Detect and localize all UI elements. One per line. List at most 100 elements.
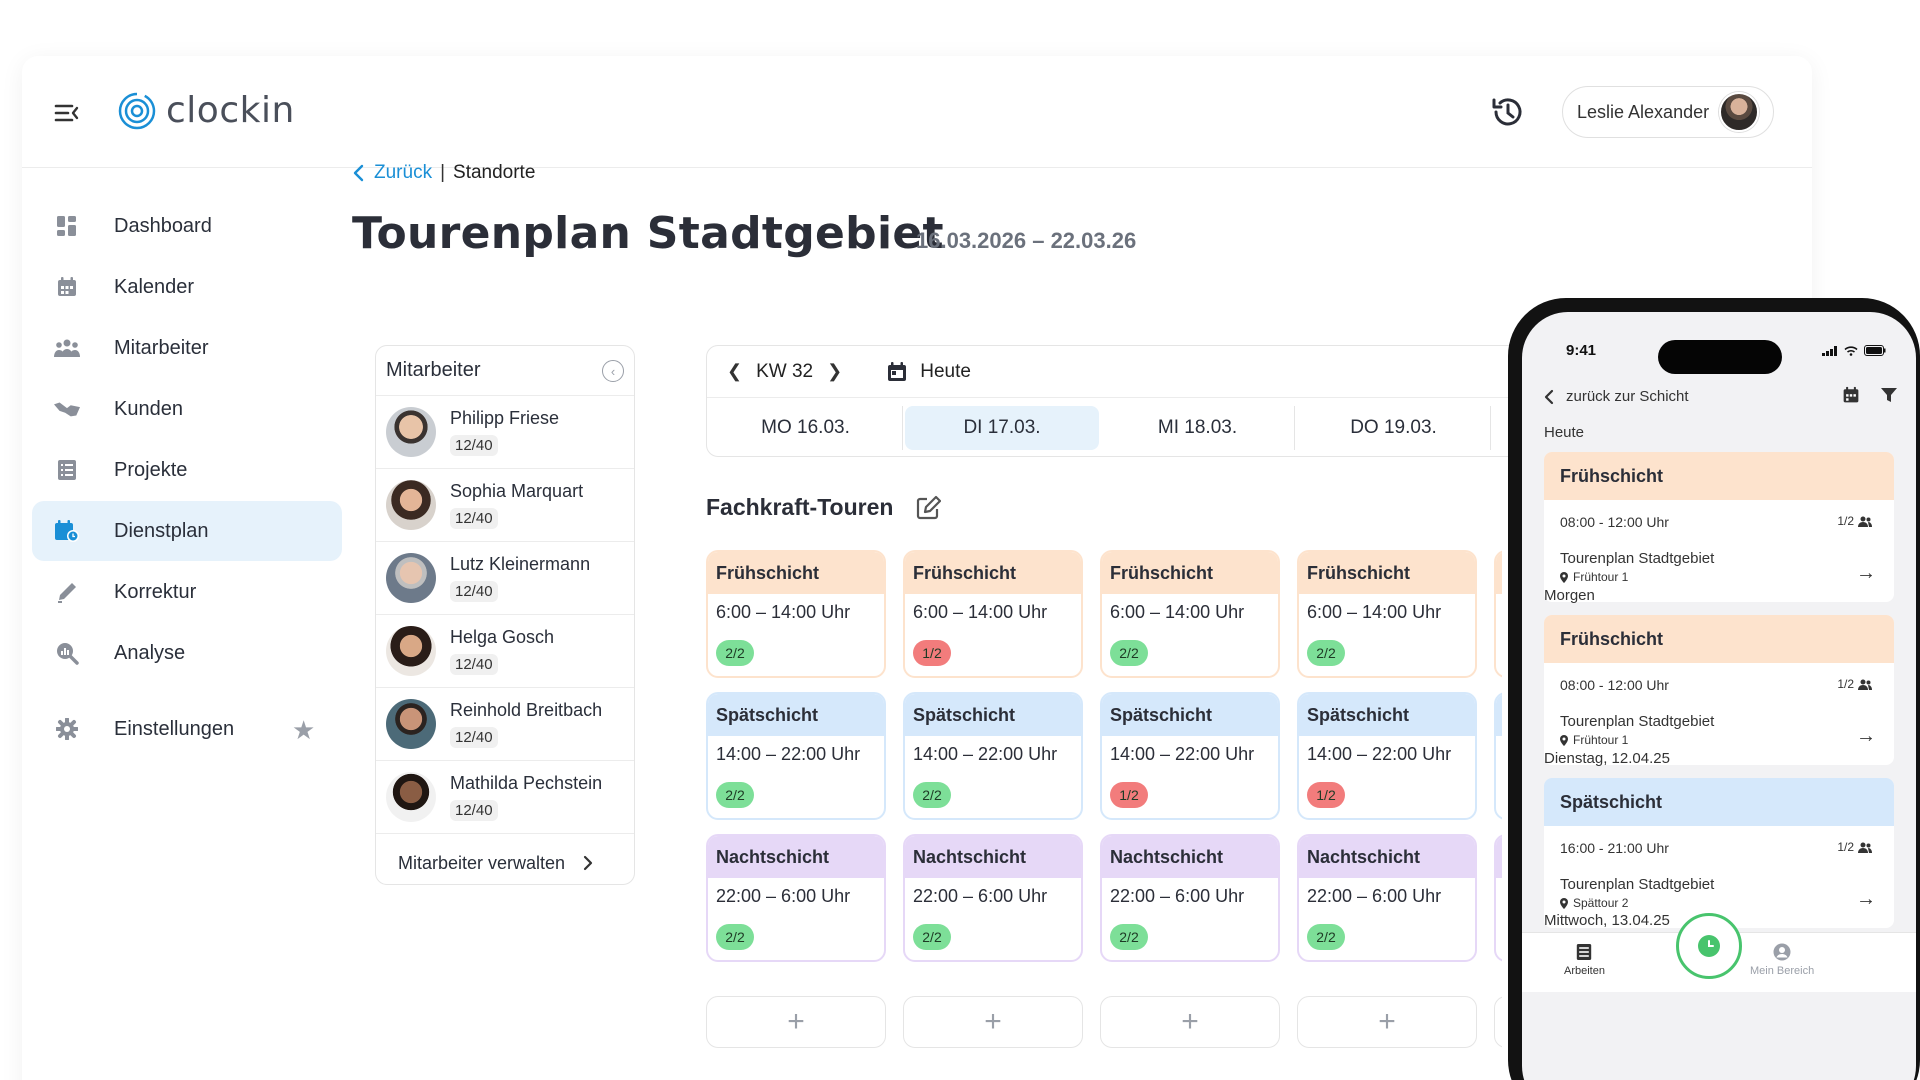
chevron-right-icon[interactable]: ❯ xyxy=(827,361,843,381)
employee-name: Reinhold Breitbach xyxy=(450,700,603,720)
employee-row[interactable]: Lutz Kleinermann 12/40 xyxy=(376,542,634,615)
shift-card[interactable]: Nachtschicht 22:00 – 6:00 Uhr 2/2 xyxy=(1100,834,1280,962)
staffing-badge: 2/2 xyxy=(1110,640,1148,666)
sidebar-item-mitarbeiter[interactable]: Mitarbeiter xyxy=(32,318,342,378)
shift-label-partial: S xyxy=(1496,694,1502,736)
phone-mockup: 9:41 zurück zur Schicht Heute Frühschich… xyxy=(1508,298,1920,1080)
shift-card[interactable]: Spätschicht 14:00 – 22:00 Uhr 1/2 xyxy=(1297,692,1477,820)
shift-card[interactable]: Spätschicht 14:00 – 22:00 Uhr 1/2 xyxy=(1100,692,1280,820)
shift-label-partial: F xyxy=(1496,552,1502,594)
phone-shift-card[interactable]: Frühschicht 08:00 - 12:00 Uhr 1/2 Touren… xyxy=(1544,615,1894,765)
tab-arbeiten[interactable]: Arbeiten xyxy=(1564,943,1605,977)
sidebar-item-dashboard[interactable]: Dashboard xyxy=(32,196,342,256)
date-range: 16.03.2026 – 22.03.26 xyxy=(916,228,1137,253)
breadcrumb: Zurück | Standorte xyxy=(352,162,535,184)
sidebar-item-dienstplan[interactable]: Dienstplan xyxy=(32,501,342,561)
shift-card[interactable]: Nachtschicht 22:00 – 6:00 Uhr 2/2 xyxy=(903,834,1083,962)
shift-card[interactable]: Nachtschicht 22:00 – 6:00 Uhr 2/2 xyxy=(1297,834,1477,962)
chevron-right-icon xyxy=(583,855,593,871)
day-column-di[interactable]: DI 17.03. xyxy=(905,406,1099,450)
shift-card[interactable]: Frühschicht 6:00 – 14:00 Uhr 2/2 xyxy=(1100,550,1280,678)
history-icon[interactable] xyxy=(1488,92,1528,132)
chevron-left-icon xyxy=(353,164,364,182)
sidebar-item-projekte[interactable]: Projekte xyxy=(32,440,342,500)
collapse-icon[interactable]: ‹ xyxy=(602,360,624,382)
phone-shift-count: 1/2 xyxy=(1837,840,1872,854)
employee-row[interactable]: Sophia Marquart 12/40 xyxy=(376,469,634,542)
shift-card[interactable]: N2 xyxy=(1494,834,1502,962)
shift-label: Spätschicht xyxy=(1299,694,1475,736)
day-column-do[interactable]: DO 19.03. xyxy=(1297,406,1491,450)
arrow-right-icon[interactable]: → xyxy=(1856,725,1876,747)
phone-shift-card[interactable]: Frühschicht 08:00 - 12:00 Uhr 1/2 Touren… xyxy=(1544,452,1894,602)
phone-shift-time: 16:00 - 21:00 Uhr xyxy=(1560,840,1669,856)
shift-time: 6:00 – 14:00 Uhr xyxy=(1110,602,1245,622)
signal-icon xyxy=(1822,345,1837,356)
staffing-badge: 1/2 xyxy=(1307,782,1345,808)
phone-toolbar xyxy=(1842,386,1898,404)
logo[interactable]: clockin xyxy=(118,90,295,131)
employee-row[interactable]: Philipp Friese 12/40 xyxy=(376,396,634,469)
clock-button[interactable] xyxy=(1676,913,1742,979)
day-column-mi[interactable]: MI 18.03. xyxy=(1101,406,1295,450)
phone-shift-location: Tourenplan Stadtgebiet xyxy=(1560,550,1715,567)
employee-name: Helga Gosch xyxy=(450,627,555,647)
shift-card[interactable]: F6 xyxy=(1494,550,1502,678)
employee-row[interactable]: Reinhold Breitbach 12/40 xyxy=(376,688,634,761)
star-icon[interactable]: ★ xyxy=(292,715,316,745)
arrow-right-icon[interactable]: → xyxy=(1856,888,1876,910)
shift-card[interactable]: Spätschicht 14:00 – 22:00 Uhr 2/2 xyxy=(706,692,886,820)
shift-time: 14:00 – 22:00 Uhr xyxy=(1307,744,1452,764)
manage-employees-link[interactable]: Mitarbeiter verwalten xyxy=(376,834,634,892)
phone-shift-label: Frühschicht xyxy=(1544,452,1894,500)
group-label: Mittwoch, 13.04.25 xyxy=(1544,912,1670,929)
day-column-mo[interactable]: MO 16.03. xyxy=(709,406,903,450)
sidebar-item-analyse[interactable]: Analyse xyxy=(32,623,342,683)
phone-back-link[interactable]: zurück zur Schicht xyxy=(1544,388,1689,405)
shift-card[interactable]: Spätschicht 14:00 – 22:00 Uhr 2/2 xyxy=(903,692,1083,820)
employee-row[interactable]: Mathilda Pechstein 12/40 xyxy=(376,761,634,834)
back-link[interactable]: Zurück xyxy=(352,162,432,184)
edit-icon[interactable] xyxy=(915,495,942,521)
filter-icon[interactable] xyxy=(1880,386,1898,404)
sidebar-item-kunden[interactable]: Kunden xyxy=(32,379,342,439)
phone-shift-time: 08:00 - 12:00 Uhr xyxy=(1560,677,1669,693)
add-shift-button[interactable]: + xyxy=(1100,996,1280,1048)
phone-shift-count: 1/2 xyxy=(1837,677,1872,691)
shift-card[interactable]: Nachtschicht 22:00 – 6:00 Uhr 2/2 xyxy=(706,834,886,962)
tab-mein-bereich[interactable]: Mein Bereich xyxy=(1750,943,1814,977)
employee-panel-title: Mitarbeiter xyxy=(386,359,481,381)
add-shift-button[interactable]: + xyxy=(1297,996,1477,1048)
breadcrumb-current[interactable]: Standorte xyxy=(453,162,536,183)
shift-card[interactable]: Frühschicht 6:00 – 14:00 Uhr 1/2 xyxy=(903,550,1083,678)
add-shift-button[interactable]: + xyxy=(903,996,1083,1048)
staffing-badge: 2/2 xyxy=(913,924,951,950)
sidebar-item-korrektur[interactable]: Korrektur xyxy=(32,562,342,622)
shift-card[interactable]: S 14 xyxy=(1494,692,1502,820)
group-label: Heute xyxy=(1544,424,1585,441)
shift-time: 6:00 – 14:00 Uhr xyxy=(913,602,1048,622)
calendar-icon xyxy=(888,361,907,381)
shift-time: 6:00 – 14:00 Uhr xyxy=(716,602,851,622)
shift-card[interactable]: Frühschicht 6:00 – 14:00 Uhr 2/2 xyxy=(1297,550,1477,678)
arrow-right-icon[interactable]: → xyxy=(1856,562,1876,584)
phone-screen: 9:41 zurück zur Schicht Heute Frühschich… xyxy=(1522,312,1916,1080)
add-shift-button[interactable] xyxy=(1494,996,1502,1048)
phone-shift-card[interactable]: Spätschicht 16:00 - 21:00 Uhr 1/2 Touren… xyxy=(1544,778,1894,928)
menu-toggle-icon[interactable] xyxy=(52,98,82,128)
calendar-icon[interactable] xyxy=(1842,386,1860,404)
employee-row[interactable]: Helga Gosch 12/40 xyxy=(376,615,634,688)
chevron-left-icon xyxy=(1544,389,1554,404)
add-shift-button[interactable]: + xyxy=(706,996,886,1048)
phone-shift-label: Spätschicht xyxy=(1544,778,1894,826)
shift-card[interactable]: Frühschicht 6:00 – 14:00 Uhr 2/2 xyxy=(706,550,886,678)
employee-hours: 12/40 xyxy=(450,508,498,529)
chevron-left-icon[interactable]: ❮ xyxy=(727,361,743,381)
user-menu[interactable]: Leslie Alexander xyxy=(1562,86,1774,138)
today-button[interactable]: Heute xyxy=(886,361,971,383)
staffing-badge: 2/2 xyxy=(1110,924,1148,950)
avatar xyxy=(386,772,436,822)
sidebar-item-einstellungen[interactable]: Einstellungen ★ xyxy=(32,699,342,759)
week-label: KW 32 xyxy=(756,360,814,382)
sidebar-item-kalender[interactable]: Kalender xyxy=(32,257,342,317)
